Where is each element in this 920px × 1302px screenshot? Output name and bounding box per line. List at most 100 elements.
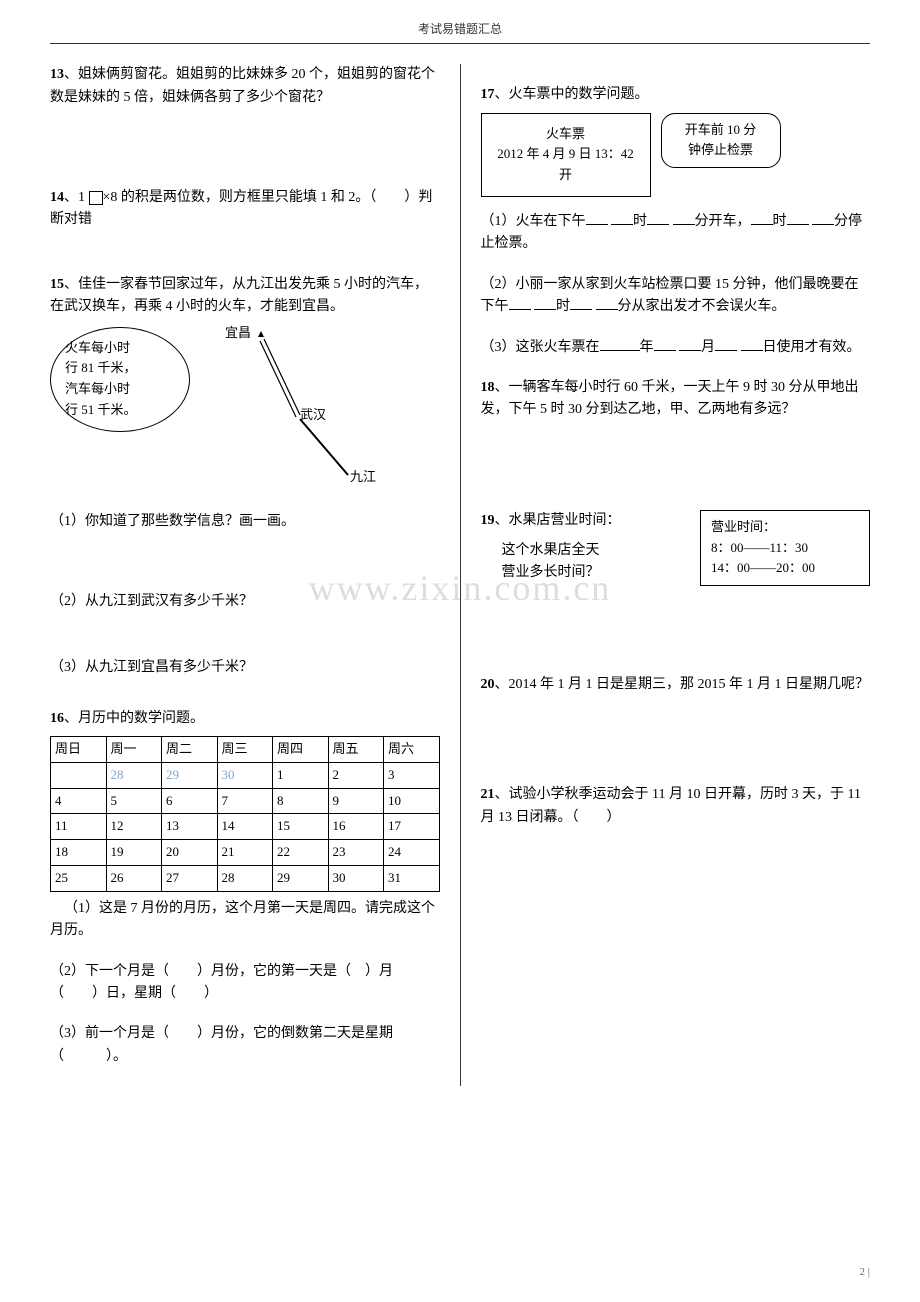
q-text: 时 xyxy=(773,214,787,229)
problem-text: 、火车票中的数学问题。 xyxy=(495,87,649,102)
calendar-cell: 22 xyxy=(273,840,329,866)
problem-18: 18、一辆客车每小时行 60 千米，一天上午 9 时 30 分从甲地出发，下午 … xyxy=(481,377,871,422)
oval-line: 行 81 千米， xyxy=(65,358,175,379)
ticket-row: 火车票 2012 年 4 月 9 日 13：42 开 开车前 10 分 钟停止检… xyxy=(481,113,871,197)
calendar-cell: 9 xyxy=(328,788,384,814)
calendar-cell: 29 xyxy=(273,866,329,892)
blank-underline xyxy=(741,350,763,351)
calendar-cell: 6 xyxy=(162,788,218,814)
left-column: 13、姐妹俩剪窗花。姐姐剪的比妹妹多 20 个，姐姐剪的窗花个数是妹妹的 5 倍… xyxy=(50,64,440,1086)
calendar-cell xyxy=(51,762,107,788)
route-lines-icon xyxy=(200,327,400,497)
right-column: 17、火车票中的数学问题。 火车票 2012 年 4 月 9 日 13：42 开… xyxy=(481,64,871,1086)
calendar-cell: 5 xyxy=(106,788,162,814)
speech-line: 开车前 10 分 xyxy=(672,120,770,141)
calendar-header-cell: 周日 xyxy=(51,737,107,763)
calendar-header-cell: 周五 xyxy=(328,737,384,763)
calendar-cell: 21 xyxy=(217,840,273,866)
problem-number: 18 xyxy=(481,380,495,395)
problem-text: 、佳佳一家春节回家过年，从九江出发先乘 5 小时的汽车，在武汉换车，再乘 4 小… xyxy=(50,277,428,314)
q-text: 年 xyxy=(640,340,654,355)
q-text: 这个水果店全天 xyxy=(502,540,689,562)
calendar-cell: 7 xyxy=(217,788,273,814)
calendar-header-cell: 周二 xyxy=(162,737,218,763)
ticket-date: 2012 年 4 月 9 日 13：42 开 xyxy=(490,144,642,186)
blank-underline xyxy=(586,224,608,225)
problem-13: 13、姐妹俩剪窗花。姐姐剪的比妹妹多 20 个，姐姐剪的窗花个数是妹妹的 5 倍… xyxy=(50,64,440,109)
calendar-cell: 23 xyxy=(328,840,384,866)
calendar-cell: 24 xyxy=(384,840,440,866)
calendar-cell: 8 xyxy=(273,788,329,814)
calendar-header-cell: 周一 xyxy=(106,737,162,763)
calendar-cell: 30 xyxy=(217,762,273,788)
sub-question: （3）这张火车票在年 月 日使用才有效。 xyxy=(481,337,871,359)
calendar-cell: 11 xyxy=(51,814,107,840)
sub-question: （1）你知道了那些数学信息？画一画。 xyxy=(50,511,440,533)
problem-text: 、试验小学秋季运动会于 11 月 10 日开幕，历时 3 天，于 11 月 13… xyxy=(481,787,861,824)
calendar-cell: 26 xyxy=(106,866,162,892)
blank-underline xyxy=(673,224,695,225)
problem-number: 20 xyxy=(481,677,495,692)
calendar-cell: 25 xyxy=(51,866,107,892)
two-column-layout: 13、姐妹俩剪窗花。姐姐剪的比妹妹多 20 个，姐姐剪的窗花个数是妹妹的 5 倍… xyxy=(50,64,870,1086)
problem-text: 、水果店营业时间： xyxy=(495,513,621,528)
problem-text: 、一辆客车每小时行 60 千米，一天上午 9 时 30 分从甲地出发，下午 5 … xyxy=(481,380,859,417)
train-ticket-box: 火车票 2012 年 4 月 9 日 13：42 开 xyxy=(481,113,651,197)
problem-number: 17 xyxy=(481,87,495,102)
calendar-cell: 27 xyxy=(162,866,218,892)
calendar-cell: 14 xyxy=(217,814,273,840)
calendar-cell: 15 xyxy=(273,814,329,840)
q-text: （1）火车在下午 xyxy=(481,214,586,229)
sub-question: （2）下一个月是（ ）月份，它的第一天是（ ）月（ ）日，星期（ ） xyxy=(50,961,440,1006)
problem-15: 15、佳佳一家春节回家过年，从九江出发先乘 5 小时的汽车，在武汉换车，再乘 4… xyxy=(50,274,440,680)
problem-14: 14、1 ×8 的积是两位数，则方框里只能填 1 和 2。（ ）判断对错 xyxy=(50,187,440,232)
table-row: 282930123 xyxy=(51,762,440,788)
sub-question: （3）从九江到宜昌有多少千米？ xyxy=(50,657,440,679)
calendar-cell: 12 xyxy=(106,814,162,840)
blank-underline xyxy=(647,224,669,225)
blank-underline xyxy=(509,309,531,310)
calendar-cell: 16 xyxy=(328,814,384,840)
calendar-header-cell: 周四 xyxy=(273,737,329,763)
problem-17: 17、火车票中的数学问题。 火车票 2012 年 4 月 9 日 13：42 开… xyxy=(481,84,871,359)
problem-number: 13 xyxy=(50,67,64,82)
blank-underline xyxy=(600,350,640,351)
calendar-cell: 29 xyxy=(162,762,218,788)
hours-title: 营业时间： xyxy=(711,517,859,538)
oval-line: 火车每小时 xyxy=(65,338,175,359)
sub-question: （1）这是 7 月份的月历，这个月第一天是周四。请完成这个月历。 xyxy=(50,898,440,943)
sub-question: （2）小丽一家从家到火车站检票口要 15 分钟，他们最晚要在下午 时 分从家出发… xyxy=(481,274,871,319)
table-row: 25262728293031 xyxy=(51,866,440,892)
calendar-header-cell: 周六 xyxy=(384,737,440,763)
text-prefix: 、1 xyxy=(64,190,89,205)
blank-underline xyxy=(654,350,676,351)
speed-info-oval: 火车每小时 行 81 千米， 汽车每小时 行 51 千米。 xyxy=(50,327,190,432)
table-row: 11121314151617 xyxy=(51,814,440,840)
hours-line: 8：00——11：30 xyxy=(711,538,859,559)
blank-underline xyxy=(787,224,809,225)
calendar-header-cell: 周三 xyxy=(217,737,273,763)
blank-underline xyxy=(715,350,737,351)
page-header: 考试易错题汇总 xyxy=(50,20,870,44)
calendar-cell: 4 xyxy=(51,788,107,814)
blank-box-icon xyxy=(89,191,103,205)
problem-20: 20、2014 年 1 月 1 日是星期三，那 2015 年 1 月 1 日星期… xyxy=(481,674,871,696)
oval-line: 汽车每小时 xyxy=(65,379,175,400)
blank-underline xyxy=(570,309,592,310)
q-text: 营业多长时间？ xyxy=(502,562,689,584)
calendar-cell: 28 xyxy=(106,762,162,788)
calendar-cell: 19 xyxy=(106,840,162,866)
problem-number: 15 xyxy=(50,277,64,292)
speech-bubble: 开车前 10 分 钟停止检票 xyxy=(661,113,781,169)
calendar-table: 周日周一周二周三周四周五周六 2829301234567891011121314… xyxy=(50,736,440,892)
calendar-cell: 1 xyxy=(273,762,329,788)
calendar-cell: 30 xyxy=(328,866,384,892)
problem-21: 21、试验小学秋季运动会于 11 月 10 日开幕，历时 3 天，于 11 月 … xyxy=(481,784,871,829)
blank-underline xyxy=(534,309,556,310)
problem-text: 、2014 年 1 月 1 日是星期三，那 2015 年 1 月 1 日星期几呢… xyxy=(495,677,870,692)
q-text: 日使用才有效。 xyxy=(763,340,861,355)
problem-number: 14 xyxy=(50,190,64,205)
problem-text: 、月历中的数学问题。 xyxy=(64,711,204,726)
route-diagram: 火车每小时 行 81 千米， 汽车每小时 行 51 千米。 宜昌 武汉 九江 xyxy=(50,327,440,497)
business-hours-box: 营业时间： 8：00——11：30 14：00——20：00 xyxy=(700,510,870,586)
